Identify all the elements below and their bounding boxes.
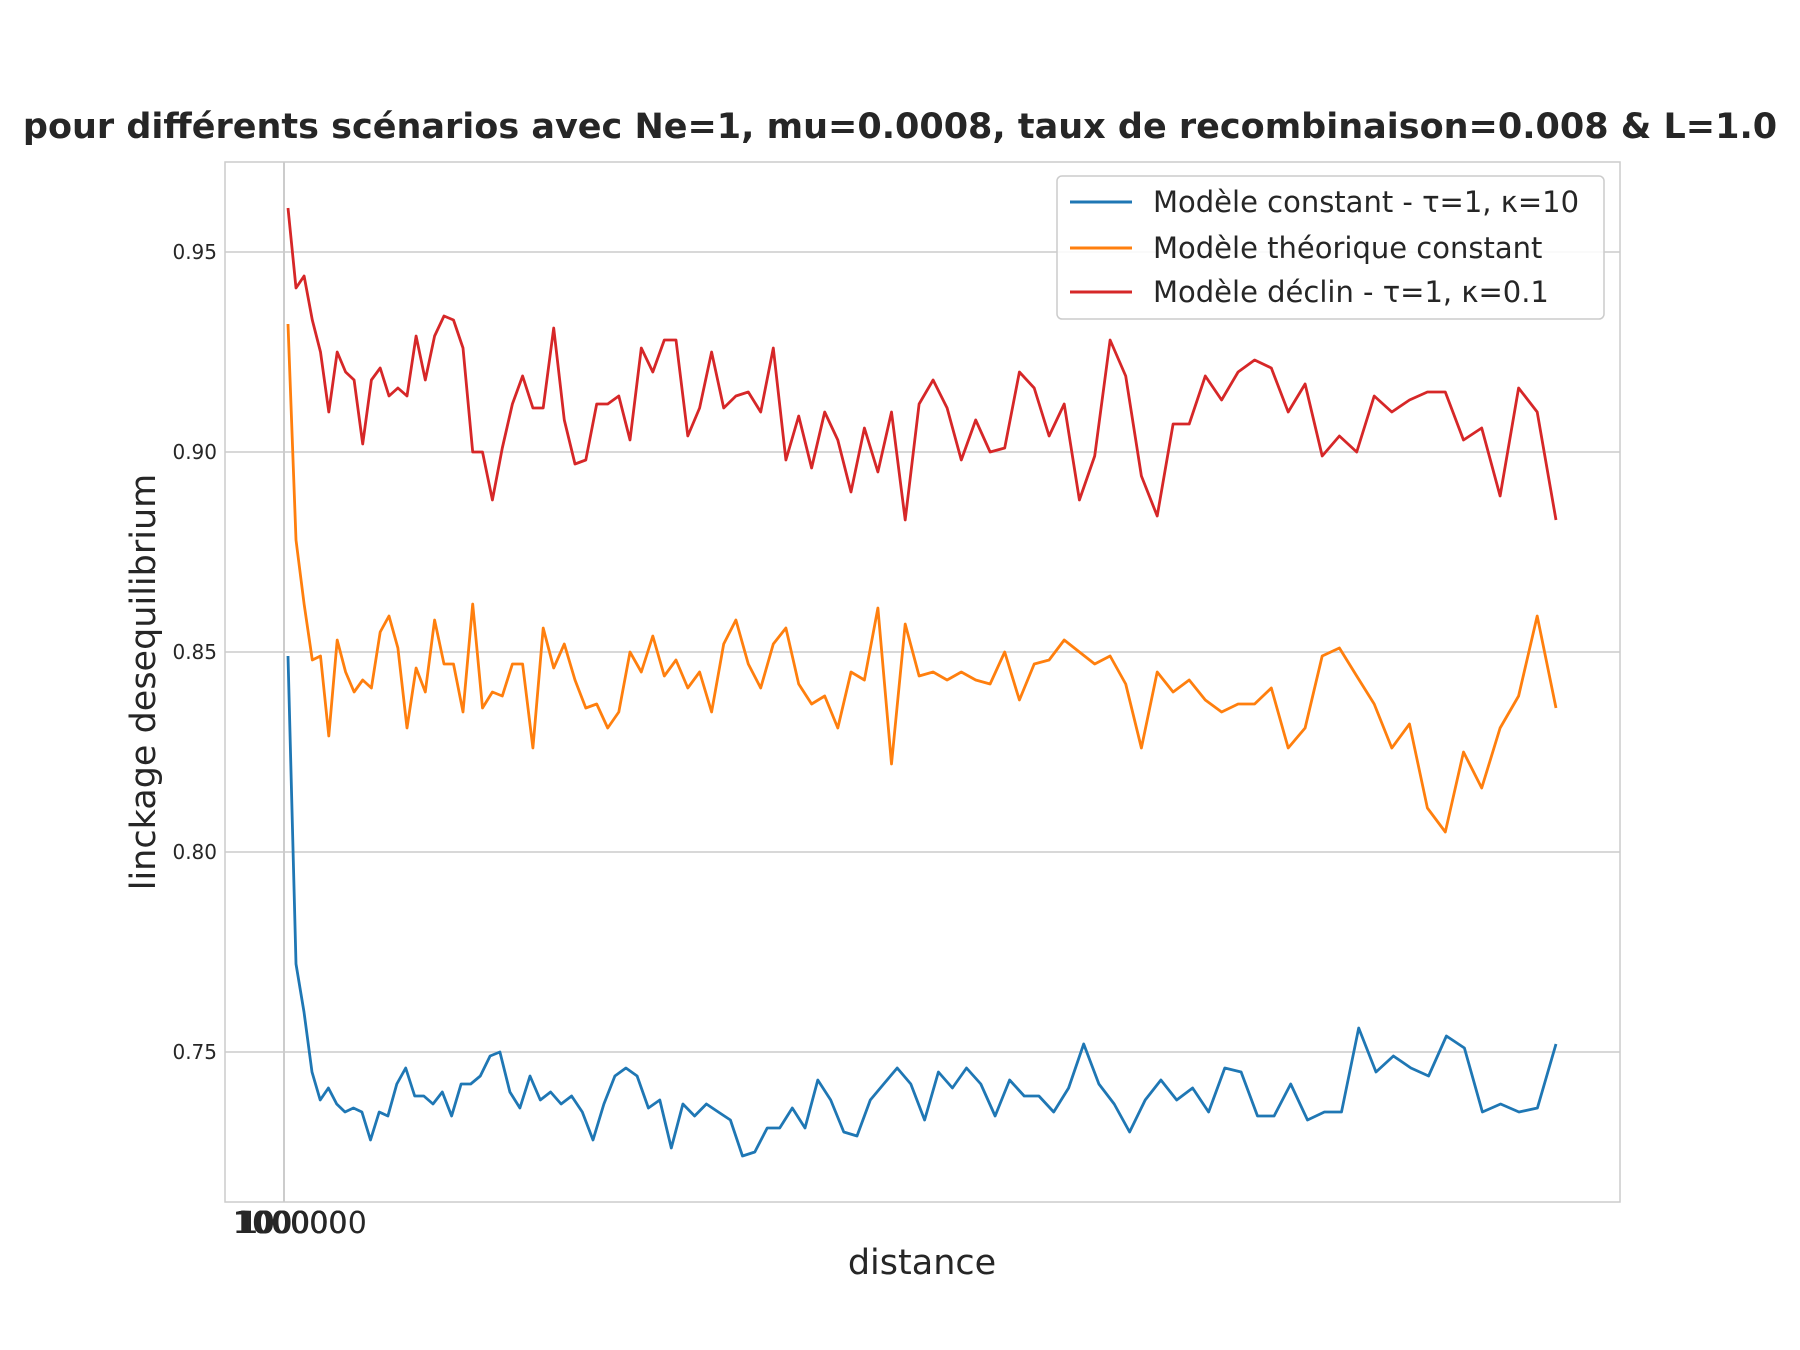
chart-title: pour différents scénarios avec Ne=1, mu=… [23,107,1777,147]
x-tick-label: 100 [235,1206,292,1241]
x-tick-label: 1000000 [233,1206,367,1241]
x-tick-label: 10 [237,1206,275,1241]
y-tick-label: 0.90 [172,440,217,464]
y-axis-label: linckage desequilibrium [124,474,164,891]
x-tick-label: 10000 [233,1206,328,1241]
legend-label-theorique: Modèle théorique constant [1153,231,1542,265]
y-tick-labels: 0.75 0.80 0.85 0.90 0.95 [172,240,217,1064]
x-tick-label: 1000 [234,1206,310,1241]
legend-label-declin: Modèle déclin - τ=1, κ=0.1 [1153,275,1549,309]
y-tick-label: 0.80 [172,840,217,864]
series-line-theorique [286,323,1558,834]
legend-box [1056,175,1605,320]
y-tick-label: 0.85 [172,640,217,664]
x-axis-label: distance [848,1243,996,1283]
legend: Modèle constant - τ=1, κ=10 Modèle théor… [1056,175,1605,320]
series-lines [286,207,1558,1158]
x-tick-label: 100000 [233,1206,348,1241]
y-tick-label: 0.95 [172,240,217,264]
series-line-constant [286,655,1558,1158]
y-tick-label: 0.75 [172,1040,217,1064]
x-tick-label: 1 [239,1206,258,1241]
legend-label-constant: Modèle constant - τ=1, κ=10 [1153,185,1579,219]
series-line-declin [286,207,1558,522]
